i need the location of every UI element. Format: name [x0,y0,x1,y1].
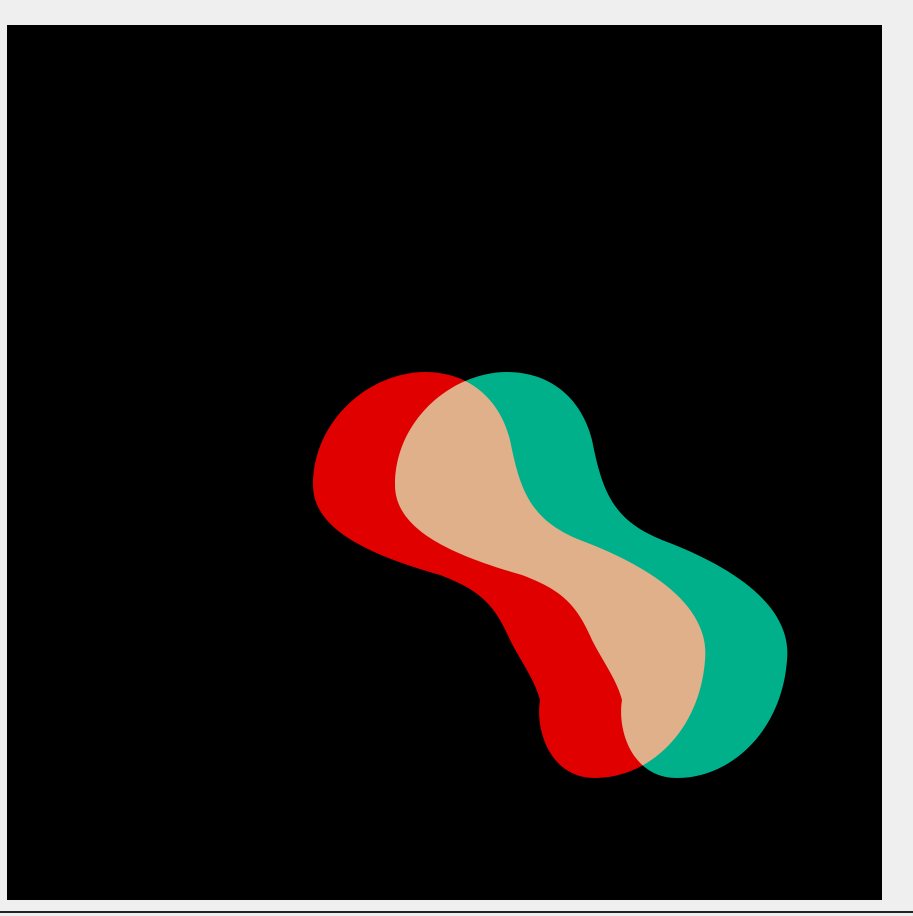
anaglyph-render [313,372,788,778]
render-canvas[interactable] [7,25,882,900]
bottom-border [0,911,913,913]
